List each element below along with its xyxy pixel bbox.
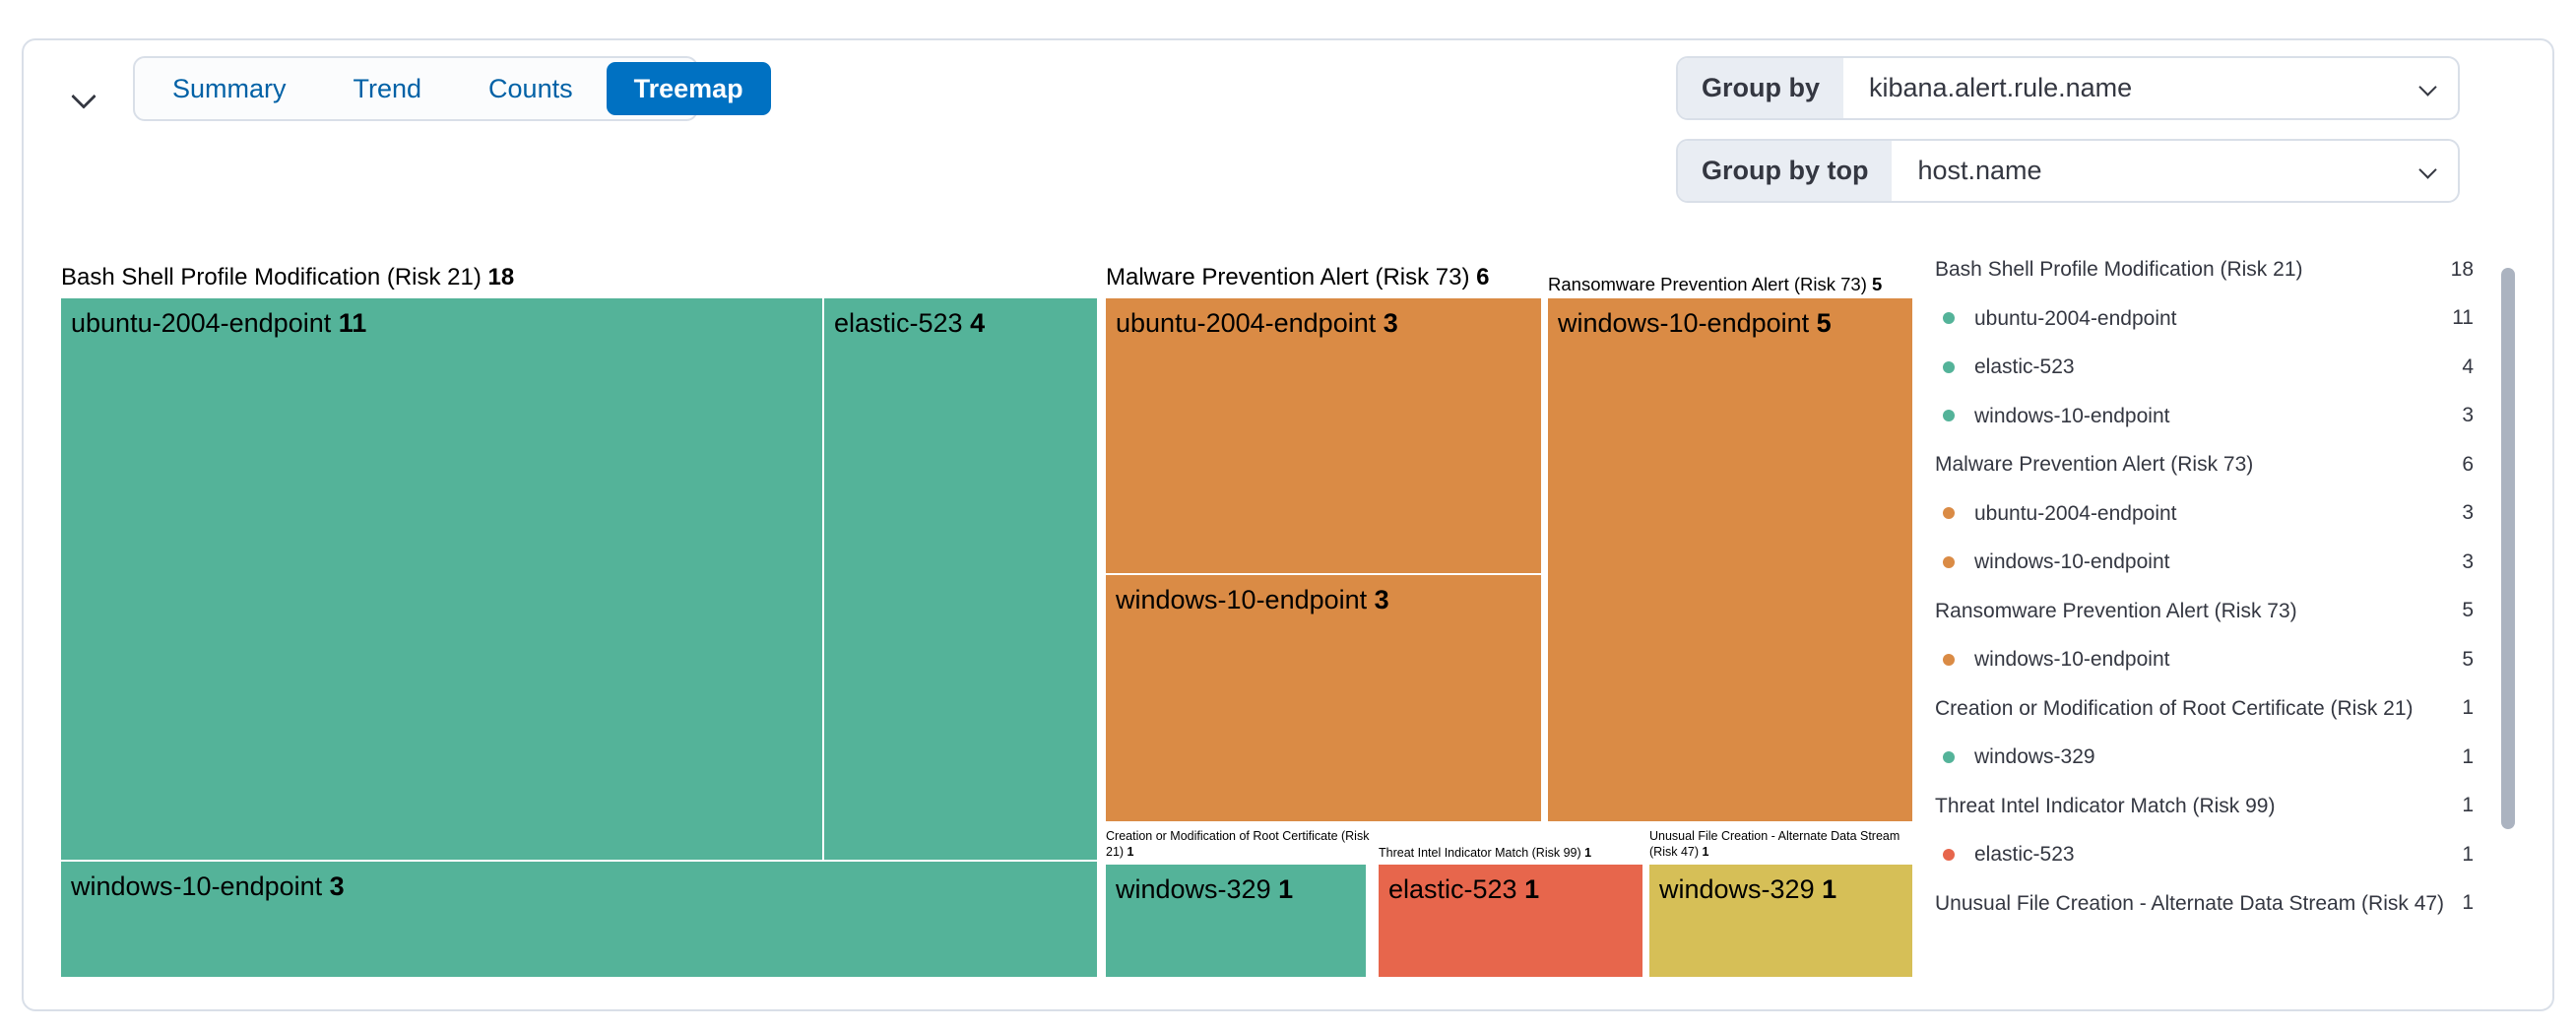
legend-label: Bash Shell Profile Modification (Risk 21… — [1935, 258, 2303, 282]
legend-color-dot-icon — [1943, 410, 1955, 422]
legend-count: 5 — [2462, 599, 2474, 622]
legend-row[interactable]: Malware Prevention Alert (Risk 73) 6 — [1928, 440, 2474, 489]
legend-row[interactable]: Creation or Modification of Root Certifi… — [1928, 684, 2474, 734]
legend-count: 1 — [2462, 842, 2474, 866]
legend-count: 3 — [2462, 549, 2474, 573]
treemap-group-title: Unusual File Creation - Alternate Data S… — [1649, 829, 1900, 859]
legend-count: 3 — [2462, 501, 2474, 525]
treemap-cell[interactable]: windows-329 1 — [1649, 865, 1912, 977]
tab-trend[interactable]: Trend — [320, 62, 456, 115]
legend-label: windows-10-endpoint — [1974, 404, 2170, 427]
legend-row[interactable]: elastic-523 4 — [1928, 343, 2474, 392]
treemap-group-title: Bash Shell Profile Modification (Risk 21… — [61, 264, 515, 290]
legend-label: Malware Prevention Alert (Risk 73) — [1935, 453, 2254, 477]
legend-count: 1 — [2462, 744, 2474, 768]
group-by-label: Group by — [1678, 58, 1843, 118]
legend-label: Creation or Modification of Root Certifi… — [1935, 696, 2414, 720]
group-by-top-value: host.name — [1917, 156, 2042, 185]
legend-color-dot-icon — [1943, 555, 1955, 568]
tab-counts[interactable]: Counts — [455, 62, 607, 115]
chevron-down-icon — [2399, 141, 2458, 201]
collapse-section-button[interactable] — [63, 77, 108, 118]
legend-row[interactable]: windows-10-endpoint 3 — [1928, 538, 2474, 587]
legend-color-dot-icon — [1943, 312, 1955, 325]
legend-label: elastic-523 — [1974, 843, 2075, 867]
legend-row[interactable]: Bash Shell Profile Modification (Risk 21… — [1928, 245, 2474, 294]
legend-label: Threat Intel Indicator Match (Risk 99) — [1935, 794, 2276, 817]
chevron-down-icon — [2399, 58, 2458, 118]
legend-label: Unusual File Creation - Alternate Data S… — [1935, 891, 2445, 915]
treemap-group-title: Malware Prevention Alert (Risk 73) 6 — [1106, 264, 1490, 290]
treemap-cell[interactable]: ubuntu-2004-endpoint 3 — [1106, 298, 1541, 573]
group-by-select[interactable]: Group by kibana.alert.rule.name — [1676, 56, 2460, 120]
legend-list: Bash Shell Profile Modification (Risk 21… — [1928, 245, 2495, 996]
group-by-top-select[interactable]: Group by top host.name — [1676, 139, 2460, 203]
legend-label: windows-329 — [1974, 745, 2095, 769]
legend-label: windows-10-endpoint — [1974, 550, 2170, 574]
treemap-cell[interactable]: windows-329 1 — [1106, 865, 1366, 977]
legend-count: 18 — [2450, 257, 2474, 281]
legend-count: 1 — [2462, 794, 2474, 817]
legend-color-dot-icon — [1943, 653, 1955, 666]
legend-scrollbar-thumb[interactable] — [2501, 268, 2515, 829]
legend-count: 5 — [2462, 647, 2474, 671]
treemap: Bash Shell Profile Modification (Risk 21… — [61, 264, 1912, 977]
legend-count: 6 — [2462, 452, 2474, 476]
legend-row[interactable]: Ransomware Prevention Alert (Risk 73) 5 — [1928, 587, 2474, 636]
legend-count: 4 — [2462, 355, 2474, 378]
legend-row[interactable]: windows-10-endpoint 5 — [1928, 635, 2474, 684]
legend-row[interactable]: Unusual File Creation - Alternate Data S… — [1928, 879, 2474, 929]
legend-row[interactable]: windows-10-endpoint 3 — [1928, 392, 2474, 441]
treemap-cell[interactable]: windows-10-endpoint 3 — [61, 862, 1097, 977]
treemap-group-title: Creation or Modification of Root Certifi… — [1106, 829, 1370, 859]
chart-view-button-group: Summary Trend Counts Treemap — [133, 56, 771, 121]
legend-count: 1 — [2462, 696, 2474, 720]
legend-count: 11 — [2452, 306, 2474, 330]
treemap-cell[interactable]: ubuntu-2004-endpoint 11 — [61, 298, 822, 860]
legend-label: Ransomware Prevention Alert (Risk 73) — [1935, 599, 2297, 622]
legend-color-dot-icon — [1943, 360, 1955, 373]
legend-label: ubuntu-2004-endpoint — [1974, 306, 2177, 330]
legend-row[interactable]: windows-329 1 — [1928, 733, 2474, 782]
legend-label: elastic-523 — [1974, 355, 2075, 379]
treemap-cell[interactable]: windows-10-endpoint 3 — [1106, 575, 1541, 821]
group-by-value: kibana.alert.rule.name — [1869, 73, 2133, 102]
legend-color-dot-icon — [1943, 848, 1955, 861]
legend-color-dot-icon — [1943, 507, 1955, 520]
legend-label: windows-10-endpoint — [1974, 648, 2170, 672]
chevron-down-icon — [74, 86, 97, 109]
treemap-cell[interactable]: windows-10-endpoint 5 — [1548, 298, 1912, 821]
legend-count: 3 — [2462, 404, 2474, 427]
legend-count: 1 — [2462, 891, 2474, 915]
treemap-cell[interactable]: elastic-523 4 — [824, 298, 1097, 860]
treemap-group-title: Ransomware Prevention Alert (Risk 73) 5 — [1548, 274, 1883, 294]
legend-row[interactable]: Threat Intel Indicator Match (Risk 99) 1 — [1928, 782, 2474, 831]
legend-label: ubuntu-2004-endpoint — [1974, 501, 2177, 525]
legend-color-dot-icon — [1943, 750, 1955, 763]
tab-summary[interactable]: Summary — [139, 62, 320, 115]
legend-row[interactable]: elastic-523 1 — [1928, 830, 2474, 879]
treemap-cell[interactable]: elastic-523 1 — [1379, 865, 1642, 977]
group-by-top-label: Group by top — [1678, 141, 1893, 201]
legend-row[interactable]: ubuntu-2004-endpoint 3 — [1928, 489, 2474, 539]
alerts-panel: Summary Trend Counts Treemap Group by ki… — [22, 38, 2554, 1011]
legend-row[interactable]: ubuntu-2004-endpoint 11 — [1928, 294, 2474, 344]
tab-treemap[interactable]: Treemap — [606, 62, 771, 115]
treemap-group-title: Threat Intel Indicator Match (Risk 99) 1 — [1379, 846, 1592, 860]
